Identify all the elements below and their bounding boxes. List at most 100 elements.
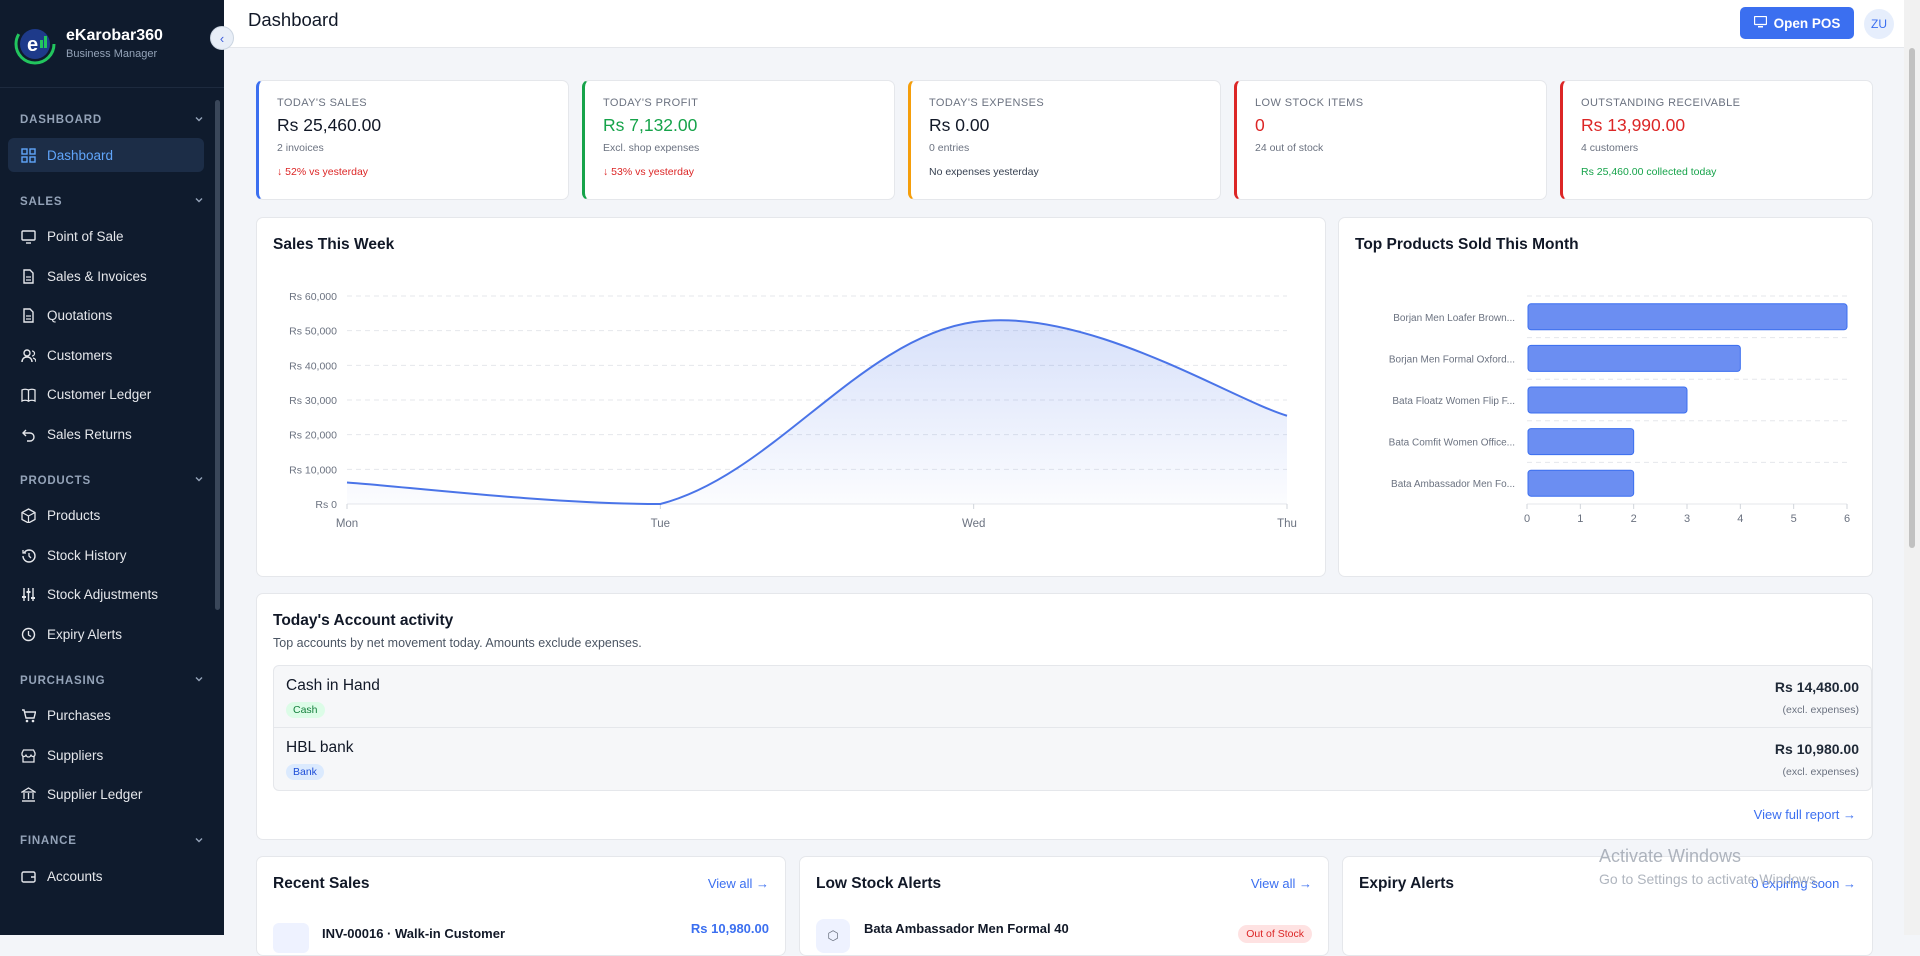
kpi-value: 0 bbox=[1255, 115, 1528, 136]
kpi-subtext: Excl. shop expenses bbox=[603, 142, 876, 154]
kpi-trend: ↓ 53% vs yesterday bbox=[603, 166, 876, 178]
recent-sales-view-all-link[interactable]: View all → bbox=[708, 876, 769, 891]
low-stock-view-all-link[interactable]: View all → bbox=[1251, 876, 1312, 891]
open-pos-button[interactable]: Open POS bbox=[1740, 7, 1854, 39]
kpi-value: Rs 7,132.00 bbox=[603, 115, 876, 136]
sidebar-item-sales-returns[interactable]: Sales Returns bbox=[8, 417, 204, 451]
x-tick-label: 6 bbox=[1844, 513, 1850, 525]
sidebar-item-label: Dashboard bbox=[47, 148, 113, 163]
sidebar-section-header[interactable]: SALES bbox=[0, 192, 224, 212]
recent-sale-title[interactable]: INV-00016 · Walk-in Customer bbox=[322, 926, 505, 941]
kpi-label: TODAY'S PROFIT bbox=[603, 97, 876, 109]
sidebar-item-label: Customers bbox=[47, 348, 112, 363]
topbar: Dashboard Open POS ZU bbox=[224, 0, 1904, 48]
category-label: Bata Ambassador Men Fo... bbox=[1391, 479, 1515, 490]
sidebar-item-label: Purchases bbox=[47, 708, 111, 723]
bar[interactable] bbox=[1528, 387, 1687, 413]
x-tick-label: Tue bbox=[651, 518, 670, 530]
kpi-subtext: 24 out of stock bbox=[1255, 142, 1528, 154]
sidebar-section-header[interactable]: FINANCE bbox=[0, 831, 224, 851]
category-label: Bata Floatz Women Flip F... bbox=[1392, 396, 1515, 407]
chevron-down-icon bbox=[194, 674, 204, 687]
sidebar-item-label: Expiry Alerts bbox=[47, 627, 122, 642]
page-scrollbar[interactable] bbox=[1904, 0, 1920, 935]
sidebar-section-header[interactable]: PURCHASING bbox=[0, 671, 224, 691]
sidebar-section-header[interactable]: DASHBOARD bbox=[0, 110, 224, 130]
sidebar-item-supplier-ledger[interactable]: Supplier Ledger bbox=[8, 778, 204, 812]
clock-icon bbox=[20, 626, 36, 642]
wallet-icon bbox=[20, 868, 36, 884]
sliders-icon bbox=[20, 587, 36, 603]
low-stock-title: Low Stock Alerts bbox=[816, 875, 941, 893]
account-type-badge: Cash bbox=[286, 702, 325, 718]
x-tick-label: Thu bbox=[1277, 518, 1297, 530]
sidebar-item-accounts[interactable]: Accounts bbox=[8, 859, 204, 893]
category-label: Borjan Men Loafer Brown... bbox=[1393, 313, 1515, 324]
bar[interactable] bbox=[1528, 304, 1847, 330]
low-stock-card: Low Stock Alerts View all → ⬡ Bata Ambas… bbox=[799, 856, 1329, 956]
sidebar-scrollbar[interactable] bbox=[215, 100, 220, 610]
low-stock-product-name[interactable]: Bata Ambassador Men Formal 40 bbox=[864, 921, 1069, 936]
sidebar-item-label: Point of Sale bbox=[47, 229, 124, 244]
sidebar-item-suppliers[interactable]: Suppliers bbox=[8, 738, 204, 772]
sidebar-section-label: FINANCE bbox=[20, 835, 77, 847]
chevron-down-icon bbox=[194, 835, 204, 848]
account-row[interactable]: HBL bank Bank Rs 10,980.00 (excl. expens… bbox=[273, 728, 1872, 791]
account-row[interactable]: Cash in Hand Cash Rs 14,480.00 (excl. ex… bbox=[273, 665, 1872, 728]
sidebar-item-quotations[interactable]: Quotations bbox=[8, 299, 204, 333]
sidebar-item-dashboard[interactable]: Dashboard bbox=[8, 138, 204, 172]
users-icon bbox=[20, 347, 36, 363]
kpi-subtext: 2 invoices bbox=[277, 142, 550, 154]
y-tick-label: Rs 20,000 bbox=[289, 430, 337, 442]
sidebar-item-stock-history[interactable]: Stock History bbox=[8, 538, 204, 572]
account-activity-card: Today's Account activity Top accounts by… bbox=[256, 593, 1873, 840]
sidebar-section-header[interactable]: PRODUCTS bbox=[0, 471, 224, 491]
bar[interactable] bbox=[1528, 345, 1740, 371]
sidebar-item-label: Sales & Invoices bbox=[47, 269, 147, 284]
expiry-alerts-title: Expiry Alerts bbox=[1359, 875, 1454, 893]
box-icon: ⬡ bbox=[816, 919, 850, 953]
brand[interactable]: e eKarobar360 Business Manager bbox=[0, 0, 224, 88]
bar[interactable] bbox=[1528, 429, 1634, 455]
sidebar-item-stock-adjustments[interactable]: Stock Adjustments bbox=[8, 578, 204, 612]
account-name: Cash in Hand bbox=[286, 677, 1859, 695]
view-full-report-link[interactable]: View full report → bbox=[1754, 807, 1856, 822]
activation-watermark-text: Go to Settings to activate Windows. bbox=[1599, 871, 1820, 887]
logo: e bbox=[14, 23, 56, 65]
page-scrollbar-thumb[interactable] bbox=[1909, 48, 1915, 548]
activation-watermark-title: Activate Windows bbox=[1599, 846, 1741, 867]
open-pos-label: Open POS bbox=[1774, 16, 1841, 31]
bar[interactable] bbox=[1528, 470, 1634, 496]
sidebar-item-label: Customer Ledger bbox=[47, 387, 151, 402]
sidebar-item-customer-ledger[interactable]: Customer Ledger bbox=[8, 378, 204, 412]
sidebar-item-products[interactable]: Products bbox=[8, 499, 204, 533]
y-tick-label: Rs 40,000 bbox=[289, 360, 337, 372]
monitor-icon bbox=[20, 229, 36, 245]
sidebar: e eKarobar360 Business Manager DASHBOARD… bbox=[0, 0, 224, 935]
sidebar-item-sales-invoices[interactable]: Sales & Invoices bbox=[8, 259, 204, 293]
out-of-stock-badge: Out of Stock bbox=[1238, 925, 1312, 943]
kpi-card[interactable]: TODAY'S PROFIT Rs 7,132.00 Excl. shop expe… bbox=[582, 80, 895, 200]
sidebar-item-point-of-sale[interactable]: Point of Sale bbox=[8, 220, 204, 254]
chevron-left-icon: ‹ bbox=[220, 31, 224, 46]
kpi-value: Rs 13,990.00 bbox=[1581, 115, 1854, 136]
user-avatar[interactable]: ZU bbox=[1864, 9, 1894, 39]
monitor-icon bbox=[1754, 16, 1767, 31]
x-tick-label: Mon bbox=[336, 518, 358, 530]
sidebar-section-label: PURCHASING bbox=[20, 675, 105, 687]
book-icon bbox=[20, 387, 36, 403]
y-tick-label: Rs 60,000 bbox=[289, 291, 337, 303]
sidebar-item-label: Stock History bbox=[47, 548, 127, 563]
sidebar-item-expiry-alerts[interactable]: Expiry Alerts bbox=[8, 617, 204, 651]
collapse-sidebar-button[interactable]: ‹ bbox=[210, 26, 234, 50]
activity-subtitle: Top accounts by net movement today. Amou… bbox=[273, 636, 642, 650]
sidebar-item-customers[interactable]: Customers bbox=[8, 338, 204, 372]
sidebar-section-label: DASHBOARD bbox=[20, 114, 102, 126]
sidebar-item-purchases[interactable]: Purchases bbox=[8, 699, 204, 733]
kpi-trend: No expenses yesterday bbox=[929, 166, 1202, 178]
